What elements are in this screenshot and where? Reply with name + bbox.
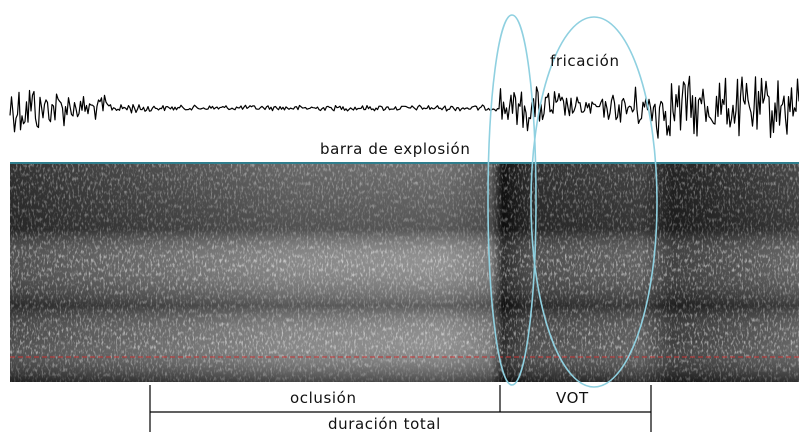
vot-label: VOT bbox=[556, 389, 589, 407]
burst-bar-label: barra de explosión bbox=[320, 140, 470, 158]
spectrogram bbox=[10, 164, 799, 382]
occlusion-label: oclusión bbox=[290, 389, 357, 407]
burst-ellipse bbox=[487, 14, 537, 386]
frication-label: fricación bbox=[550, 52, 620, 70]
frication-ellipse bbox=[530, 16, 658, 388]
total-duration-label: duración total bbox=[328, 415, 441, 432]
waveform bbox=[9, 75, 799, 139]
duration-brackets bbox=[149, 385, 652, 432]
spectrogram-formant-bands bbox=[10, 164, 799, 382]
